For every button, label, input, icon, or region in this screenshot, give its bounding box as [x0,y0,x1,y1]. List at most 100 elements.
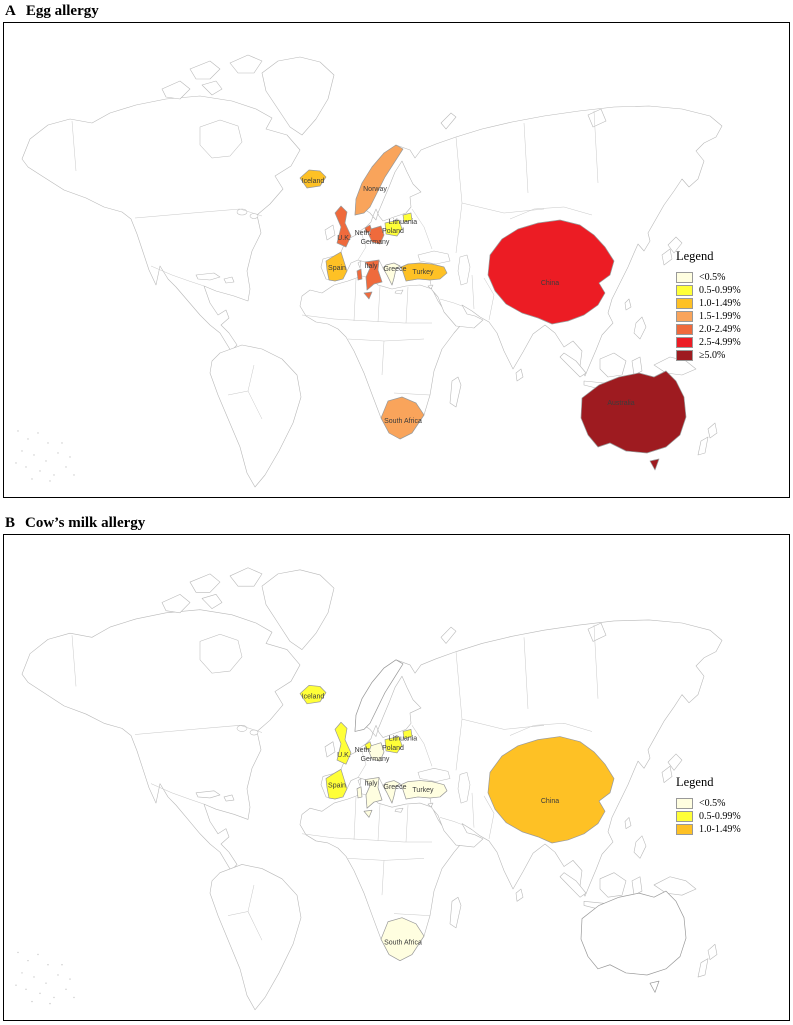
arctic-island [189,60,221,80]
novaya-zemlya [440,626,457,644]
north-america [21,95,301,352]
country-germany [368,225,385,245]
legend-title: Legend [676,775,714,789]
sumatra [559,872,587,898]
arctic-island [189,573,221,593]
legend-title: Legend [676,249,714,263]
legend-item: 0.5-0.99% [676,285,741,296]
black-sea [417,250,451,265]
legend-swatch [676,350,693,361]
cyprus [427,802,434,808]
label-poland: Poland [382,744,404,752]
country-greece [382,262,401,286]
arctic-island [229,567,263,587]
arctic-island-ne [587,622,607,642]
borders-north-africa [301,278,432,324]
arctic-island [201,594,223,609]
map-frame: Iceland U.K. Neth. Germany Lithuania Pol… [3,534,790,1021]
label-norway: Norway [363,186,387,193]
legend-items: <0.5% 0.5-0.99% 1.0-1.49% [676,798,741,835]
crete [394,289,404,295]
ocean-speckle [15,430,75,482]
legend-item: 1.0-1.49% [676,298,741,309]
world-map: Iceland Norway U.K. Neth. Germany Lithua… [15,54,723,488]
borders-central-africa [347,338,431,396]
ireland [324,741,336,758]
caspian-sea [457,772,471,804]
legend-item: <0.5% [676,798,741,809]
sumatra [559,352,587,378]
legend-item: <0.5% [676,272,741,283]
legend-item: 0.5-0.99% [676,811,741,822]
world-map: Iceland U.K. Neth. Germany Lithuania Pol… [15,567,723,1011]
taiwan [624,817,632,829]
label-layer: Iceland Norway U.K. Neth. Germany Lithua… [302,178,635,425]
borders-asia [439,625,599,839]
label-italy: Italy [365,263,378,270]
legend-swatch [676,285,693,296]
legend-label: 2.0-2.49% [699,324,741,335]
arctic-island [161,594,191,614]
legend-swatch [676,311,693,322]
country-poland [384,219,403,237]
label-greece: Greece [384,266,407,273]
label-uk: U.K. [337,751,351,759]
panel-title-text: Cow’s milk allergy [25,515,146,531]
borneo [599,352,627,378]
border-alaska-canada [71,635,77,687]
border-us-canada [134,208,263,219]
country-uk [334,721,352,765]
border-us-canada [134,725,263,735]
legend-swatch [676,798,693,809]
greenland [261,569,335,650]
country-australia [580,370,687,471]
country-lithuania [402,212,413,223]
legend-swatch [676,811,693,822]
great-lake [236,725,248,732]
country-spain [325,768,348,800]
legend-swatch [676,824,693,835]
new-guinea [653,876,697,896]
legend-items: <0.5% 0.5-0.99% 1.0-1.49% 1.5-1.99% 2.0-2.49… [676,272,741,361]
cuba [195,790,221,799]
north-america [21,609,301,871]
label-south-africa: South Africa [384,938,422,946]
country-poland [384,736,403,754]
philippines [633,835,647,859]
country-italy [356,777,383,818]
country-italy [356,259,383,300]
label-lithuania: Lithuania [389,735,417,743]
borneo [599,872,627,898]
legend-swatch [676,324,693,335]
legend-item: 1.0-1.49% [676,824,741,835]
panel-egg-allergy: A Egg allergy [0,0,793,498]
panel-letter: A [5,3,16,19]
country-china [487,219,615,325]
label-italy: Italy [365,780,378,788]
caspian-sea [457,254,471,286]
border-us-mexico [150,783,205,805]
country-south-africa [380,917,425,962]
label-australia: Australia [607,400,634,407]
country-turkey [400,262,448,282]
country-south-africa [380,396,425,440]
japan [661,236,683,266]
arctic-island-ne [587,108,607,128]
legend-label: 1.0-1.49% [699,298,741,309]
ireland [324,224,336,241]
label-turkey: Turkey [412,786,434,794]
label-spain: Spain [328,782,346,790]
south-america [209,864,302,1011]
country-turkey [400,780,448,800]
country-germany [368,742,385,762]
label-germany: Germany [361,239,390,246]
country-iceland [299,685,327,705]
hispaniola [223,276,235,284]
label-netherlands: Neth. [355,230,372,237]
country-uk [334,205,352,248]
country-lithuania [402,729,413,739]
black-sea [417,768,451,782]
label-turkey: Turkey [412,269,434,276]
borders-south-america [227,884,263,941]
borders-europe-east [357,208,433,261]
